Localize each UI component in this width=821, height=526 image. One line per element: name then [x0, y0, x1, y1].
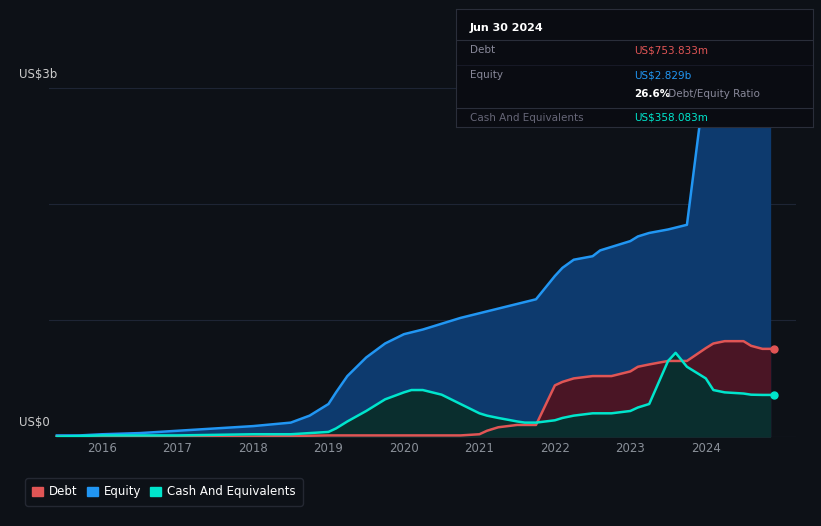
- Text: Debt/Equity Ratio: Debt/Equity Ratio: [664, 89, 759, 99]
- Text: US$2.829b: US$2.829b: [635, 70, 691, 80]
- Text: US$358.083m: US$358.083m: [635, 113, 708, 123]
- Text: Jun 30 2024: Jun 30 2024: [470, 23, 544, 33]
- Text: US$3b: US$3b: [20, 68, 57, 81]
- Legend: Debt, Equity, Cash And Equivalents: Debt, Equity, Cash And Equivalents: [25, 478, 303, 505]
- Text: US$0: US$0: [20, 416, 50, 429]
- Text: Debt: Debt: [470, 45, 495, 55]
- Text: Cash And Equivalents: Cash And Equivalents: [470, 113, 584, 123]
- Text: US$753.833m: US$753.833m: [635, 45, 709, 55]
- Text: Equity: Equity: [470, 70, 503, 80]
- Text: 26.6%: 26.6%: [635, 89, 671, 99]
